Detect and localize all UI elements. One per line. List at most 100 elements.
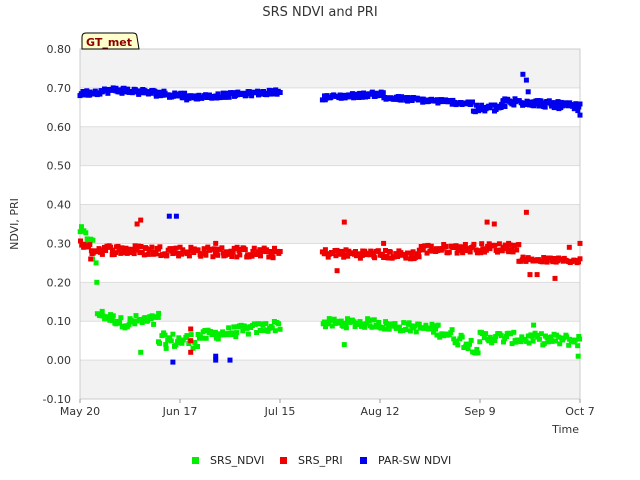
data-point (148, 90, 154, 96)
data-point (575, 343, 581, 349)
data-point (498, 333, 504, 339)
y-tick-label: 0.10 (47, 315, 72, 328)
data-point (137, 317, 143, 322)
data-point (84, 236, 90, 242)
data-point (549, 338, 555, 344)
data-point (356, 95, 362, 100)
data-point (433, 326, 438, 332)
data-point (249, 253, 255, 259)
data-point (526, 340, 532, 346)
data-point (260, 322, 266, 328)
data-point (372, 93, 378, 99)
data-point (427, 248, 433, 254)
band (80, 49, 580, 88)
legend-swatch (360, 457, 367, 464)
data-point (132, 321, 138, 327)
data-point (126, 322, 132, 328)
data-points (77, 71, 583, 365)
data-point (406, 250, 412, 256)
data-point (192, 339, 198, 345)
legend-item: SRS_NDVI (192, 454, 264, 467)
data-point (487, 334, 493, 340)
data-point (208, 329, 214, 334)
data-point (341, 92, 347, 98)
data-point (340, 323, 346, 329)
data-point (409, 98, 415, 103)
data-point (219, 245, 225, 251)
data-point (493, 334, 499, 340)
data-point (343, 247, 349, 253)
data-point (87, 242, 93, 248)
data-point (474, 102, 479, 108)
data-point (152, 88, 158, 94)
data-point (382, 326, 388, 332)
data-point (331, 316, 337, 322)
data-point (345, 316, 350, 322)
data-point (208, 246, 214, 252)
data-point (527, 272, 533, 278)
data-point (170, 331, 176, 337)
x-tick-label: Aug 12 (361, 405, 400, 418)
data-point (437, 334, 443, 340)
data-point (557, 341, 563, 347)
data-point (498, 105, 504, 110)
data-point (110, 313, 116, 319)
data-point (142, 315, 148, 321)
y-tick-label: 0.60 (47, 121, 72, 134)
data-point (188, 349, 194, 355)
data-point (375, 248, 381, 254)
series-srs-ndvi (77, 224, 583, 359)
data-point (230, 90, 236, 96)
data-point (405, 98, 411, 104)
data-point (369, 250, 375, 256)
data-point (170, 359, 176, 365)
data-point (190, 345, 196, 351)
data-point (577, 101, 583, 107)
data-point (564, 334, 570, 340)
data-point (418, 244, 424, 249)
data-point (479, 331, 485, 337)
data-point (110, 247, 115, 253)
legend: SRS_NDVI SRS_PRI PAR-SW NDVI (192, 454, 451, 467)
data-point (195, 96, 201, 102)
chart-title: SRS NDVI and PRI (262, 5, 377, 20)
data-point (163, 342, 169, 348)
data-point (473, 247, 479, 253)
data-point (273, 87, 279, 93)
data-point (329, 323, 335, 329)
data-point (461, 245, 467, 250)
data-point (572, 337, 578, 343)
data-point (487, 246, 493, 252)
data-point (173, 245, 179, 251)
data-point (361, 321, 367, 327)
x-tick-label: Jun 17 (162, 405, 198, 418)
data-point (467, 341, 472, 347)
band (80, 282, 580, 322)
data-point (135, 243, 141, 249)
data-point (544, 335, 550, 341)
data-point (184, 333, 190, 339)
data-point (188, 326, 194, 332)
data-point (212, 329, 218, 335)
data-point (391, 254, 397, 260)
data-point (253, 321, 258, 327)
data-point (446, 249, 452, 255)
data-point (118, 315, 124, 321)
data-point (343, 320, 348, 326)
data-point (88, 256, 94, 262)
y-axis-label: NDVI, PRI (8, 198, 21, 250)
x-tick-label: Jul 15 (264, 405, 296, 418)
data-point (229, 330, 235, 336)
data-point (561, 335, 567, 341)
data-point (385, 255, 391, 261)
data-point (454, 250, 460, 256)
data-point (544, 259, 550, 265)
data-point (386, 326, 392, 332)
data-point (343, 325, 349, 331)
data-point (269, 325, 275, 331)
data-point (164, 252, 170, 258)
data-point (79, 224, 84, 230)
band (80, 126, 580, 166)
data-point (234, 330, 240, 336)
data-point (151, 321, 157, 327)
